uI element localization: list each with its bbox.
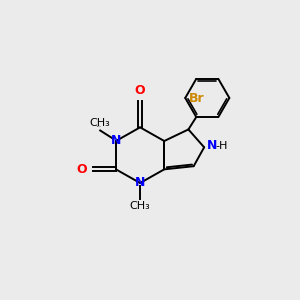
Text: methyl: methyl [97,126,102,127]
Text: -H: -H [216,141,228,151]
Text: N: N [111,134,121,148]
Text: N: N [207,139,217,152]
Text: O: O [135,84,146,97]
Text: Br: Br [189,92,205,106]
Text: CH₃: CH₃ [130,201,151,211]
Text: N: N [135,176,145,190]
Text: O: O [76,163,87,176]
Text: CH₃: CH₃ [90,118,111,128]
